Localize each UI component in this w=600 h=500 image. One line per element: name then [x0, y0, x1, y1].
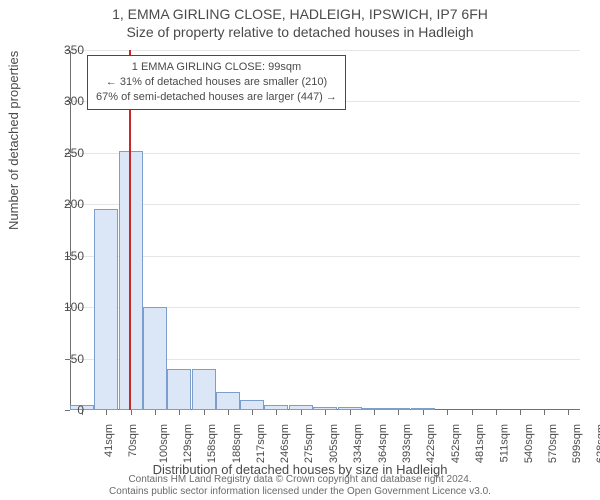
- ytick-label: 50: [71, 352, 84, 366]
- ytick-label: 200: [64, 197, 84, 211]
- info-line-1: 1 EMMA GIRLING CLOSE: 99sqm: [96, 60, 337, 75]
- ytick-label: 350: [64, 43, 84, 57]
- xtick-label: 305sqm: [328, 424, 340, 463]
- title-main: 1, EMMA GIRLING CLOSE, HADLEIGH, IPSWICH…: [0, 0, 600, 22]
- xtick-mark: [155, 410, 156, 415]
- footer-line-1: Contains HM Land Registry data © Crown c…: [0, 474, 600, 486]
- xtick-label: 334sqm: [352, 424, 364, 463]
- xtick-mark: [374, 410, 375, 415]
- ytick-label: 100: [64, 300, 84, 314]
- ytick-label: 300: [64, 94, 84, 108]
- xtick-label: 188sqm: [231, 424, 243, 463]
- xtick-label: 217sqm: [255, 424, 267, 463]
- xtick-mark: [228, 410, 229, 415]
- xtick-mark: [544, 410, 545, 415]
- bar: [240, 400, 264, 410]
- footer-line-2: Contains public sector information licen…: [0, 486, 600, 498]
- ytick-label: 150: [64, 249, 84, 263]
- xtick-mark: [106, 410, 107, 415]
- xtick-mark: [568, 410, 569, 415]
- xtick-mark: [496, 410, 497, 415]
- xtick-label: 540sqm: [523, 424, 535, 463]
- xtick-label: 70sqm: [127, 424, 139, 457]
- xtick-mark: [204, 410, 205, 415]
- xtick-label: 422sqm: [425, 424, 437, 463]
- ytick-label: 0: [77, 403, 84, 417]
- xtick-mark: [131, 410, 132, 415]
- xtick-label: 129sqm: [182, 424, 194, 463]
- bar: [94, 209, 118, 410]
- xtick-label: 158sqm: [206, 424, 218, 463]
- bar: [143, 307, 167, 410]
- info-line-3: 67% of semi-detached houses are larger (…: [96, 90, 337, 105]
- gridline: [70, 204, 580, 205]
- xtick-label: 570sqm: [548, 424, 560, 463]
- title-sub: Size of property relative to detached ho…: [0, 22, 600, 40]
- info-box: 1 EMMA GIRLING CLOSE: 99sqm ← 31% of det…: [87, 55, 346, 110]
- y-axis-label: Number of detached properties: [6, 51, 21, 230]
- xtick-mark: [252, 410, 253, 415]
- xtick-mark: [276, 410, 277, 415]
- xtick-mark: [398, 410, 399, 415]
- info-line-2: ← 31% of detached houses are smaller (21…: [96, 75, 337, 90]
- gridline: [70, 50, 580, 51]
- ytick-mark: [65, 359, 70, 360]
- xtick-label: 511sqm: [498, 424, 510, 462]
- footer: Contains HM Land Registry data © Crown c…: [0, 474, 600, 498]
- xtick-label: 100sqm: [158, 424, 170, 463]
- xtick-label: 481sqm: [474, 424, 486, 463]
- xtick-label: 275sqm: [303, 424, 315, 463]
- ytick-label: 250: [64, 146, 84, 160]
- xtick-mark: [301, 410, 302, 415]
- xtick-label: 41sqm: [103, 424, 115, 457]
- xtick-mark: [472, 410, 473, 415]
- xtick-label: 246sqm: [279, 424, 291, 463]
- gridline: [70, 256, 580, 257]
- xtick-label: 364sqm: [377, 424, 389, 463]
- xtick-label: 599sqm: [572, 424, 584, 463]
- ytick-mark: [65, 410, 70, 411]
- xtick-label: 628sqm: [596, 424, 600, 463]
- xtick-mark: [325, 410, 326, 415]
- bar: [167, 369, 191, 410]
- xtick-label: 452sqm: [450, 424, 462, 463]
- bar: [192, 369, 216, 410]
- xtick-mark: [350, 410, 351, 415]
- xtick-mark: [179, 410, 180, 415]
- xtick-mark: [447, 410, 448, 415]
- xtick-mark: [520, 410, 521, 415]
- xtick-label: 393sqm: [401, 424, 413, 463]
- bar: [216, 392, 240, 411]
- xtick-mark: [423, 410, 424, 415]
- gridline: [70, 153, 580, 154]
